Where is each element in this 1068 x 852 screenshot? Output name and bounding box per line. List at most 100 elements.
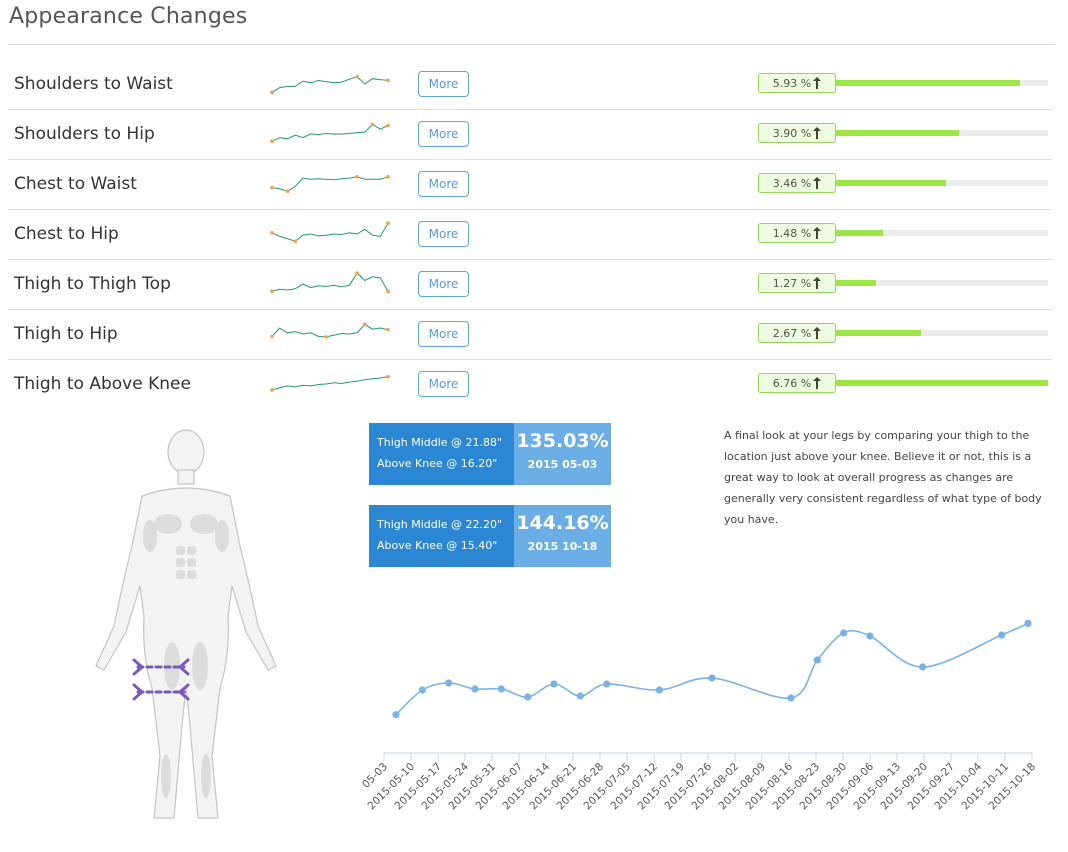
more-button[interactable]: More xyxy=(418,221,469,247)
data-point[interactable] xyxy=(1024,619,1032,627)
sparkline-point xyxy=(355,75,359,79)
metrics-table: Shoulders to Waist More 5.93 % Shoulders to… xyxy=(8,60,1052,409)
percent-badge: 1.27 % xyxy=(758,273,836,293)
sparkline-point xyxy=(270,139,274,143)
info-card-measurements: Thigh Middle @ 21.88" Above Knee @ 16.20… xyxy=(369,423,514,485)
series-line xyxy=(395,622,1029,716)
sparkline-point xyxy=(270,90,274,95)
sparkline-chart xyxy=(270,122,390,143)
info-card-measurements: Thigh Middle @ 22.20" Above Knee @ 15.40… xyxy=(369,505,514,567)
progress-fill xyxy=(836,330,921,336)
sparkline-point xyxy=(270,388,274,392)
data-point[interactable] xyxy=(497,685,505,693)
sparkline-point xyxy=(285,189,290,193)
more-button[interactable]: More xyxy=(418,171,469,197)
percent-badge: 1.48 % xyxy=(758,223,836,243)
percent-value: 6.76 % xyxy=(772,377,812,390)
sparkline-point xyxy=(355,175,359,179)
sparkline-point xyxy=(293,239,297,243)
sparkline-point xyxy=(386,375,390,379)
progress-fill xyxy=(836,80,1021,86)
sparkline-point xyxy=(386,289,390,293)
info-card-end: Thigh Middle @ 22.20" Above Knee @ 15.40… xyxy=(369,505,611,567)
metric-label: Shoulders to Hip xyxy=(14,124,155,144)
ratio-value: 135.03% xyxy=(516,430,609,452)
data-point[interactable] xyxy=(919,663,927,671)
percent-value: 2.67 % xyxy=(772,327,812,340)
up-arrow-icon xyxy=(813,77,822,89)
percent-value: 5.93 % xyxy=(772,77,812,90)
more-button[interactable]: More xyxy=(418,371,469,397)
progress-bar xyxy=(836,280,1048,286)
sparkline-chart xyxy=(270,221,390,243)
metric-label: Chest to Hip xyxy=(14,224,119,244)
sparkline-point xyxy=(386,327,390,332)
progress-fill xyxy=(836,230,883,236)
percent-value: 1.48 % xyxy=(772,227,812,240)
sparkline-point xyxy=(270,289,274,293)
info-card-result: 144.16% 2015 10-18 xyxy=(514,505,611,567)
thigh-measurement: Thigh Middle @ 21.88" xyxy=(377,436,503,449)
sparkline-point xyxy=(386,221,390,225)
data-point[interactable] xyxy=(392,711,400,719)
metric-row: Thigh to Hip More 2.67 % xyxy=(8,310,1052,360)
sparkline-chart xyxy=(270,175,390,193)
sparkline-chart xyxy=(270,322,390,339)
percent-value: 1.27 % xyxy=(772,277,812,290)
progress-bar xyxy=(836,180,1048,186)
sparkline-chart xyxy=(270,375,390,392)
percent-badge: 3.90 % xyxy=(758,123,836,143)
more-button[interactable]: More xyxy=(418,271,469,297)
info-card-result: 135.03% 2015 05-03 xyxy=(514,423,611,485)
metric-row: Thigh to Above Knee More 6.76 % xyxy=(8,360,1052,409)
progress-line-chart: 05-032015-05-102015-05-172015-05-242015-… xyxy=(362,619,1038,812)
percent-badge: 6.76 % xyxy=(758,373,836,393)
metric-label: Shoulders to Waist xyxy=(14,74,173,94)
data-point[interactable] xyxy=(998,631,1006,639)
thigh-measurement: Thigh Middle @ 22.20" xyxy=(377,518,503,531)
sparkline-point xyxy=(386,123,390,128)
more-button[interactable]: More xyxy=(418,71,469,97)
sparkline-point xyxy=(270,231,274,235)
data-point[interactable] xyxy=(524,693,532,701)
percent-badge: 3.46 % xyxy=(758,173,836,193)
metric-row: Chest to Waist More 3.46 % xyxy=(8,160,1052,210)
sparkline-point xyxy=(324,335,328,339)
data-point[interactable] xyxy=(866,632,874,640)
percent-badge: 5.93 % xyxy=(758,73,836,93)
sparkline-chart xyxy=(270,271,390,293)
up-arrow-icon xyxy=(813,377,822,389)
knee-measurement: Above Knee @ 15.40" xyxy=(377,539,498,552)
data-point[interactable] xyxy=(576,692,584,700)
page-title: Appearance Changes xyxy=(9,4,248,29)
data-point[interactable] xyxy=(655,686,663,694)
metric-row: Shoulders to Waist More 5.93 % xyxy=(8,60,1052,110)
info-card-start: Thigh Middle @ 21.88" Above Knee @ 16.20… xyxy=(369,423,611,485)
data-point[interactable] xyxy=(603,680,611,688)
up-arrow-icon xyxy=(813,227,822,239)
sparkline-point xyxy=(363,322,367,327)
progress-bar xyxy=(836,380,1048,386)
more-button[interactable]: More xyxy=(418,121,469,147)
data-point[interactable] xyxy=(708,674,716,682)
metric-row: Chest to Hip More 1.48 % xyxy=(8,210,1052,260)
sparkline-point xyxy=(386,78,390,83)
data-point[interactable] xyxy=(787,694,795,702)
progress-bar xyxy=(836,80,1048,86)
data-point[interactable] xyxy=(471,685,479,693)
data-point[interactable] xyxy=(840,629,848,637)
percent-value: 3.46 % xyxy=(772,177,812,190)
description-text: A final look at your legs by comparing y… xyxy=(724,429,1042,526)
more-button[interactable]: More xyxy=(418,321,469,347)
sparkline-point xyxy=(355,271,359,275)
sparkline-point xyxy=(386,175,390,179)
metric-label: Thigh to Thigh Top xyxy=(14,274,171,294)
data-point[interactable] xyxy=(813,656,821,664)
data-point[interactable] xyxy=(418,686,426,694)
data-point[interactable] xyxy=(445,679,453,687)
up-arrow-icon xyxy=(813,177,822,189)
knee-measurement: Above Knee @ 16.20" xyxy=(377,457,498,470)
progress-fill xyxy=(836,130,959,136)
progress-fill xyxy=(836,380,1048,386)
data-point[interactable] xyxy=(550,680,558,688)
